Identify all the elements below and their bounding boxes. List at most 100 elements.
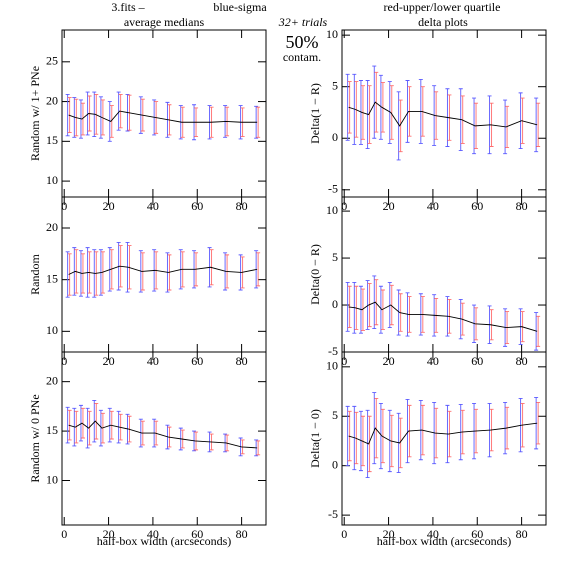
sigma-bar	[396, 91, 401, 161]
y-axis-label: Delta(1 − 0)	[308, 409, 322, 468]
quartile-bar	[80, 407, 85, 439]
y-axis-label: Delta(1 − R)	[308, 83, 322, 144]
x-tick-label: 80	[516, 354, 528, 368]
sigma-bar	[378, 74, 383, 140]
quartile-bar	[380, 82, 385, 133]
quartile-bar	[367, 85, 372, 144]
y-tick-label: 0	[332, 130, 338, 144]
y-tick-label: 15	[46, 271, 58, 285]
median-line	[68, 265, 258, 275]
y-tick-label: -5	[328, 507, 338, 521]
sigma-bar	[85, 407, 90, 449]
y-tick-label: 0	[332, 297, 338, 311]
sigma-bar	[85, 91, 90, 136]
x-tick-label: 20	[103, 199, 115, 213]
y-tick-label: 10	[326, 203, 338, 217]
x-tick-label: 40	[147, 354, 159, 368]
x-tick-label: 40	[427, 199, 439, 213]
x-tick-label: 0	[61, 527, 67, 541]
quartile-bar	[536, 102, 541, 147]
sigma-bar	[65, 93, 70, 137]
y-tick-label: 15	[46, 423, 58, 437]
x-tick-label: 80	[236, 199, 248, 213]
median-line	[348, 301, 538, 332]
x-tick-label: 40	[147, 527, 159, 541]
quartile-bar	[389, 284, 394, 326]
percent: 50%	[286, 32, 319, 52]
x-tick-label: 80	[516, 527, 528, 541]
y-tick-label: 10	[46, 173, 58, 187]
sigma-bar	[116, 91, 121, 131]
x-tick-label: 60	[191, 527, 203, 541]
y-tick-label: -5	[328, 344, 338, 358]
panel-frame	[341, 29, 547, 198]
quartile-bar	[374, 279, 379, 326]
sigma-bar	[365, 280, 370, 330]
sigma-bar	[372, 65, 377, 139]
sigma-bar	[78, 404, 83, 442]
quartile-bar	[398, 417, 403, 469]
median-line	[348, 101, 538, 128]
quartile-bar	[398, 99, 403, 153]
header-label: 3.fits –	[111, 0, 145, 14]
x-tick-label: 60	[471, 527, 483, 541]
sigma-bar	[378, 402, 383, 470]
sigma-bar	[372, 392, 377, 465]
column-title: delta plots	[418, 15, 468, 29]
x-tick-label: 60	[471, 199, 483, 213]
median-line	[68, 420, 258, 449]
median-line	[348, 422, 538, 445]
y-tick-label: 5	[332, 408, 338, 422]
sigma-bar	[396, 289, 401, 336]
sigma-bar	[65, 406, 70, 444]
y-axis-label: Random w/ 0 PNe	[28, 394, 42, 482]
x-tick-label: 20	[103, 527, 115, 541]
contam: contam.	[283, 50, 321, 64]
sigma-bar	[345, 73, 350, 141]
sigma-bar	[92, 399, 97, 443]
quartile-bar	[256, 440, 261, 456]
quartile-bar	[360, 288, 365, 331]
y-tick-label: 5	[332, 250, 338, 264]
x-tick-label: 20	[383, 527, 395, 541]
legend-entry: red-upper/lower quartile	[384, 0, 501, 14]
note: 32+ trials	[278, 15, 328, 29]
quartile-bar	[380, 289, 385, 330]
x-tick-label: 20	[103, 354, 115, 368]
x-tick-label: 0	[341, 199, 347, 213]
quartile-bar	[536, 315, 541, 347]
sigma-bar	[387, 409, 392, 473]
quartile-bar	[87, 410, 92, 446]
quartile-bar	[256, 106, 261, 138]
median-line	[68, 110, 258, 123]
quartile-bar	[374, 71, 379, 133]
x-tick-label: 0	[61, 199, 67, 213]
y-tick-label: 20	[46, 93, 58, 107]
y-axis-label: Random w/ 1+ PNe	[28, 66, 42, 161]
sigma-bar	[65, 251, 70, 298]
sigma-bar	[405, 80, 410, 143]
y-axis-label: Delta(0 − R)	[308, 244, 322, 305]
y-tick-label: 5	[332, 78, 338, 92]
quartile-bar	[256, 252, 261, 287]
quartile-bar	[94, 402, 99, 440]
quartile-bar	[389, 85, 394, 140]
x-tick-label: 0	[61, 354, 67, 368]
x-tick-label: 20	[383, 199, 395, 213]
x-tick-label: 60	[191, 199, 203, 213]
y-tick-label: 10	[46, 472, 58, 486]
y-tick-label: 10	[326, 27, 338, 41]
x-tick-label: 40	[427, 354, 439, 368]
panel-frame	[61, 196, 267, 353]
panel-frame	[61, 351, 267, 526]
quartile-bar	[109, 105, 114, 138]
x-tick-label: 80	[236, 354, 248, 368]
y-tick-label: 10	[46, 323, 58, 337]
y-tick-label: -5	[328, 182, 338, 196]
quartile-bar	[367, 415, 372, 473]
sigma-bar	[345, 405, 350, 467]
quartile-bar	[374, 398, 379, 459]
quartile-bar	[80, 102, 85, 136]
x-tick-label: 0	[341, 354, 347, 368]
